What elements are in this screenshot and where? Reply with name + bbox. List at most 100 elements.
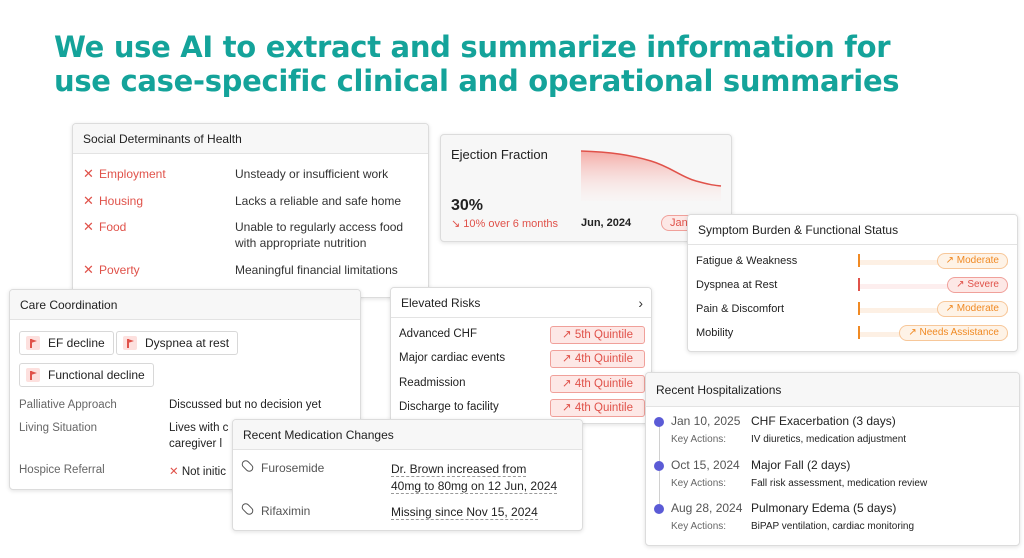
flag-icon bbox=[123, 336, 137, 350]
symptom-row: Fatigue & Weakness ↗ Moderate bbox=[696, 253, 1012, 271]
flag-icon bbox=[26, 368, 40, 382]
living-situation-value-cont: caregiver l bbox=[169, 438, 223, 450]
symptom-row: Dyspnea at Rest ↗ Severe bbox=[696, 277, 1012, 295]
hosp-date: Aug 28, 2024 bbox=[671, 501, 743, 515]
pill-icon bbox=[240, 501, 255, 517]
quintile-badge: ↗ 5th Quintile bbox=[550, 326, 645, 344]
timeline-dot bbox=[654, 417, 664, 427]
x-icon: ✕ bbox=[83, 166, 94, 181]
care-title: Care Coordination bbox=[10, 290, 360, 320]
timeline-dot bbox=[654, 461, 664, 471]
sdoh-card: Social Determinants of Health ✕ Employme… bbox=[72, 123, 429, 298]
risk-row: Discharge to facility ↗ 4th Quintile bbox=[399, 399, 645, 417]
sdoh-label: Food bbox=[99, 220, 127, 234]
symptom-bar-track bbox=[858, 260, 1008, 265]
risks-title: Elevated Risks bbox=[401, 296, 481, 310]
sdoh-label: Housing bbox=[99, 194, 144, 208]
chevron-right-icon[interactable]: › bbox=[638, 295, 643, 311]
symptom-bar-track bbox=[858, 284, 1008, 289]
key-actions-label: Key Actions: bbox=[671, 521, 727, 532]
hospice-referral-label: Hospice Referral bbox=[19, 464, 105, 476]
risk-row: Advanced CHF ↗ 5th Quintile bbox=[399, 326, 645, 344]
palliative-value: Discussed but no decision yet bbox=[169, 399, 322, 411]
hospice-referral-value: ✕ Not initic bbox=[169, 466, 226, 478]
symptom-burden-card: Symptom Burden & Functional Status Fatig… bbox=[687, 214, 1018, 352]
symptoms-title: Symptom Burden & Functional Status bbox=[688, 215, 1017, 245]
meds-title: Recent Medication Changes bbox=[233, 420, 582, 450]
sdoh-label: Poverty bbox=[99, 263, 140, 277]
symptom-label: Mobility bbox=[696, 327, 734, 339]
living-situation-value: Lives with c bbox=[169, 422, 229, 434]
ejection-fraction-card: Ejection Fraction 30% ↘ 10% over 6 month… bbox=[440, 134, 732, 242]
living-situation-label: Living Situation bbox=[19, 422, 97, 434]
trend-down-icon: ↘ bbox=[451, 218, 461, 230]
headline-line-2: use case-specific clinical and operation… bbox=[54, 64, 900, 98]
severity-badge: ↗ Severe bbox=[947, 277, 1008, 293]
symptom-bar-track bbox=[858, 308, 1008, 313]
x-icon: ✕ bbox=[83, 193, 94, 208]
medication-name: Furosemide bbox=[261, 461, 325, 475]
symptom-label: Fatigue & Weakness bbox=[696, 255, 798, 267]
medication-changes-card: Recent Medication Changes Furosemide Dr.… bbox=[232, 419, 583, 531]
ef-change: ↘ 10% over 6 months bbox=[451, 218, 559, 230]
symptom-label: Dyspnea at Rest bbox=[696, 279, 778, 291]
symptom-bar-marker bbox=[858, 278, 860, 291]
ef-title: Ejection Fraction bbox=[451, 147, 548, 162]
sdoh-title: Social Determinants of Health bbox=[73, 124, 428, 154]
quintile-badge: ↗ 4th Quintile bbox=[550, 350, 645, 368]
medication-note: Dr. Brown increased from 40mg to 80mg on … bbox=[391, 462, 558, 494]
quintile-badge: ↗ 4th Quintile bbox=[550, 399, 645, 417]
medication-note: Missing since Nov 15, 2024 bbox=[391, 505, 538, 520]
hosp-date: Jan 10, 2025 bbox=[671, 414, 741, 428]
pill-icon bbox=[240, 458, 255, 474]
ef-value: 30% bbox=[451, 197, 484, 214]
symptom-bar-marker bbox=[858, 302, 860, 315]
sdoh-value: Meaningful financial limitations bbox=[235, 263, 398, 277]
risk-row: Readmission ↗ 4th Quintile bbox=[399, 375, 645, 393]
ef-date: Jun, 2024 bbox=[581, 217, 632, 229]
severity-badge: ↗ Moderate bbox=[936, 253, 1008, 269]
sdoh-label: Employment bbox=[99, 167, 166, 181]
flag-chip-ef-decline[interactable]: EF decline bbox=[19, 331, 114, 355]
sdoh-value: Unsteady or insufficient work bbox=[235, 167, 389, 181]
medication-name: Rifaximin bbox=[261, 504, 311, 518]
symptom-label: Pain & Discomfort bbox=[696, 303, 785, 315]
hosp-event: Pulmonary Edema (5 days) bbox=[751, 501, 897, 515]
x-icon: ✕ bbox=[83, 219, 94, 234]
flag-icon bbox=[26, 336, 40, 350]
headline: We use AI to extract and summarize infor… bbox=[54, 30, 994, 98]
hosp-date: Oct 15, 2024 bbox=[671, 458, 740, 472]
symptom-row: Pain & Discomfort ↗ Moderate bbox=[696, 301, 1012, 319]
headline-line-1: We use AI to extract and summarize infor… bbox=[54, 30, 891, 64]
key-actions-label: Key Actions: bbox=[671, 478, 727, 489]
flag-chip-dyspnea-at-rest[interactable]: Dyspnea at rest bbox=[116, 331, 239, 355]
risk-label: Readmission bbox=[399, 377, 466, 389]
x-icon: ✕ bbox=[83, 262, 94, 277]
sdoh-value: Unable to regularly access food with app… bbox=[235, 220, 404, 250]
symptom-row: Mobility ↗ Needs Assistance bbox=[696, 325, 1012, 343]
sdoh-value: Lacks a reliable and safe home bbox=[235, 194, 402, 208]
severity-badge: ↗ Moderate bbox=[936, 301, 1008, 317]
ef-trend-sparkline bbox=[581, 150, 722, 201]
elevated-risks-card: Elevated Risks › Advanced CHF ↗ 5th Quin… bbox=[390, 287, 652, 424]
symptom-bar-marker bbox=[858, 326, 860, 339]
hosp-title: Recent Hospitalizations bbox=[646, 373, 1019, 407]
key-actions: Fall risk assessment, medication review bbox=[751, 478, 928, 489]
quintile-badge: ↗ 4th Quintile bbox=[550, 375, 645, 393]
risk-label: Advanced CHF bbox=[399, 328, 477, 340]
key-actions-label: Key Actions: bbox=[671, 434, 727, 445]
palliative-label: Palliative Approach bbox=[19, 399, 117, 411]
risk-label: Discharge to facility bbox=[399, 401, 499, 413]
x-icon: ✕ bbox=[169, 466, 179, 478]
key-actions: BiPAP ventilation, cardiac monitoring bbox=[751, 521, 915, 532]
flag-chip-functional-decline[interactable]: Functional decline bbox=[19, 363, 154, 387]
timeline-dot bbox=[654, 504, 664, 514]
key-actions: IV diuretics, medication adjustment bbox=[751, 434, 907, 445]
risk-row: Major cardiac events ↗ 4th Quintile bbox=[399, 350, 645, 368]
hosp-event: CHF Exacerbation (3 days) bbox=[751, 414, 896, 428]
symptom-bar-marker bbox=[858, 254, 860, 267]
risks-header[interactable]: Elevated Risks › bbox=[391, 288, 651, 318]
hosp-event: Major Fall (2 days) bbox=[751, 458, 851, 472]
severity-badge: ↗ Needs Assistance bbox=[899, 325, 1008, 341]
risk-label: Major cardiac events bbox=[399, 352, 506, 364]
